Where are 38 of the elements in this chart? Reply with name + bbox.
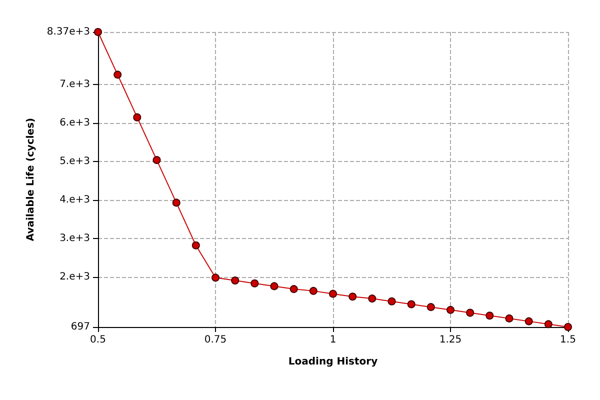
- point: [466, 308, 474, 317]
- x-tick-label: 0.5: [90, 334, 106, 346]
- point: [348, 292, 357, 301]
- point: [446, 306, 454, 314]
- y-tick-label: 697: [70, 322, 90, 332]
- point: [388, 297, 396, 306]
- point: [426, 303, 435, 312]
- y-axis-title: Available Life (cycles): [25, 118, 36, 242]
- point: [250, 279, 259, 288]
- point: [114, 70, 122, 79]
- point: [486, 312, 494, 320]
- point: [524, 317, 533, 326]
- point: [231, 276, 240, 285]
- x-axis-title: Loading History: [288, 356, 378, 368]
- point: [172, 198, 180, 207]
- point: [368, 294, 376, 303]
- point: [544, 320, 552, 328]
- y-tick-label: 7.e+3: [60, 79, 90, 90]
- point: [192, 241, 200, 250]
- y-tick-label: 2.e+3: [60, 271, 90, 282]
- point: [212, 274, 220, 282]
- y-tick-label: 8.37e+3: [46, 26, 90, 38]
- point: [152, 156, 161, 164]
- y-tick-label: 4.e+3: [60, 194, 90, 206]
- x-tick-label: 0.75: [204, 334, 227, 346]
- y-tick-label: 6.e+3: [60, 118, 90, 129]
- point: [290, 285, 298, 294]
- y-tick-label: 5.e+3: [60, 156, 90, 168]
- x-tick-label: 1: [330, 334, 336, 346]
- x-tick-label: 1.5: [560, 334, 576, 346]
- y-tick-label: 3.e+3: [60, 232, 90, 244]
- point: [270, 282, 278, 290]
- point: [133, 113, 142, 122]
- point: [505, 314, 514, 322]
- point: [309, 286, 318, 295]
- point: [407, 300, 416, 308]
- point: [329, 290, 337, 298]
- x-tick-label: 1.25: [439, 334, 462, 346]
